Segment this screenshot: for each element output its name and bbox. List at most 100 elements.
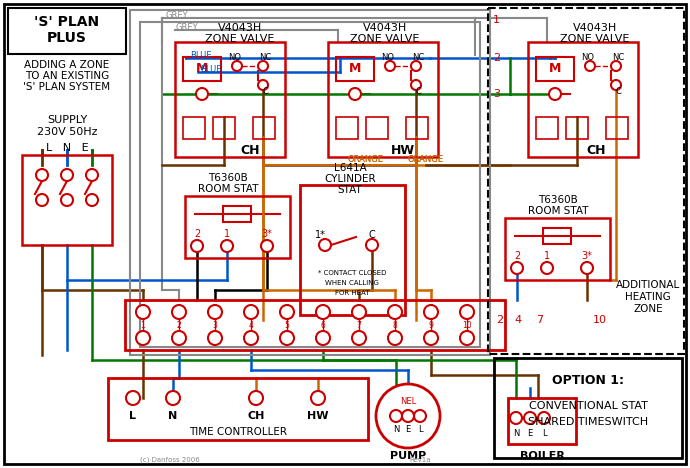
Bar <box>140 22 480 347</box>
Circle shape <box>352 331 366 345</box>
Text: 4: 4 <box>248 321 253 329</box>
Text: E: E <box>527 430 533 439</box>
Text: 1: 1 <box>141 321 146 329</box>
Text: ROOM STAT: ROOM STAT <box>528 206 589 216</box>
Text: ROOM STAT: ROOM STAT <box>198 184 258 194</box>
Text: 8: 8 <box>393 321 397 329</box>
Circle shape <box>524 412 536 424</box>
Text: (c) Danfoss 2006: (c) Danfoss 2006 <box>140 457 199 463</box>
Circle shape <box>460 305 474 319</box>
Text: BLUE: BLUE <box>190 51 212 60</box>
Text: NC: NC <box>259 52 271 61</box>
Circle shape <box>319 239 331 251</box>
Text: ZONE VALVE: ZONE VALVE <box>351 34 420 44</box>
Text: 3: 3 <box>213 321 217 329</box>
Text: C: C <box>615 88 621 96</box>
Text: V4043H: V4043H <box>363 23 407 33</box>
Text: 10: 10 <box>462 321 472 329</box>
Circle shape <box>549 88 561 100</box>
Text: L: L <box>542 430 546 439</box>
Text: CH: CH <box>586 144 606 156</box>
Bar <box>8 8 126 54</box>
Text: 230V 50Hz: 230V 50Hz <box>37 127 97 137</box>
Bar <box>336 57 374 81</box>
Circle shape <box>511 262 523 274</box>
Circle shape <box>349 88 361 100</box>
Circle shape <box>191 240 203 252</box>
Circle shape <box>61 169 73 181</box>
Circle shape <box>244 305 258 319</box>
Bar <box>175 42 285 157</box>
Text: 2: 2 <box>514 251 520 261</box>
Circle shape <box>385 61 395 71</box>
Text: M: M <box>196 63 208 75</box>
Bar <box>183 57 221 81</box>
Text: T6360B: T6360B <box>208 173 248 183</box>
Text: SUPPLY: SUPPLY <box>47 115 87 125</box>
Bar <box>606 117 628 139</box>
Bar <box>22 155 112 245</box>
Text: L641A: L641A <box>334 163 366 173</box>
Bar <box>536 117 558 139</box>
Bar <box>494 358 682 458</box>
Circle shape <box>538 412 550 424</box>
Text: M: M <box>549 63 561 75</box>
Text: ZONE: ZONE <box>633 304 663 314</box>
Circle shape <box>221 240 233 252</box>
Text: N: N <box>513 430 519 439</box>
Bar <box>366 117 388 139</box>
Circle shape <box>352 305 366 319</box>
Text: OPTION 1:: OPTION 1: <box>552 373 624 387</box>
Circle shape <box>411 80 421 90</box>
Bar <box>336 117 358 139</box>
Circle shape <box>611 61 621 71</box>
Text: ZONE VALVE: ZONE VALVE <box>206 34 275 44</box>
Bar <box>185 196 290 258</box>
Bar <box>566 117 588 139</box>
Text: TO AN EXISTING: TO AN EXISTING <box>25 71 109 81</box>
Text: 3*: 3* <box>582 251 593 261</box>
Text: WHEN CALLING: WHEN CALLING <box>325 280 379 286</box>
Circle shape <box>126 391 140 405</box>
Text: M: M <box>349 63 361 75</box>
Circle shape <box>402 410 414 422</box>
Bar <box>528 42 638 157</box>
Circle shape <box>390 410 402 422</box>
Circle shape <box>388 331 402 345</box>
Text: CYLINDER: CYLINDER <box>324 174 376 184</box>
Circle shape <box>61 194 73 206</box>
Text: 2: 2 <box>496 315 504 325</box>
Bar <box>125 300 505 350</box>
Text: 6: 6 <box>321 321 326 329</box>
Text: 1: 1 <box>544 251 550 261</box>
Text: E: E <box>406 425 411 434</box>
Text: Rev1a: Rev1a <box>409 457 431 463</box>
Text: GREY: GREY <box>175 23 197 32</box>
Circle shape <box>424 305 438 319</box>
Text: 1*: 1* <box>315 230 326 240</box>
Circle shape <box>208 331 222 345</box>
Text: 7: 7 <box>357 321 362 329</box>
Text: SHARED TIMESWITCH: SHARED TIMESWITCH <box>528 417 648 427</box>
Text: 3: 3 <box>493 89 500 99</box>
Circle shape <box>244 331 258 345</box>
Text: 'S' PLAN: 'S' PLAN <box>34 15 99 29</box>
Circle shape <box>414 410 426 422</box>
Circle shape <box>388 305 402 319</box>
Text: ZONE VALVE: ZONE VALVE <box>560 34 630 44</box>
Bar <box>505 218 610 280</box>
Circle shape <box>36 169 48 181</box>
Text: 5: 5 <box>284 321 289 329</box>
Text: * CONTACT CLOSED: * CONTACT CLOSED <box>318 270 386 276</box>
Text: STAT: STAT <box>337 185 362 195</box>
Circle shape <box>311 391 325 405</box>
Text: ADDING A ZONE: ADDING A ZONE <box>24 60 110 70</box>
Bar <box>253 117 275 139</box>
Bar <box>183 117 205 139</box>
Circle shape <box>232 61 242 71</box>
Circle shape <box>36 194 48 206</box>
Bar <box>108 378 368 440</box>
Circle shape <box>172 331 186 345</box>
Text: N: N <box>393 425 400 434</box>
Text: L: L <box>130 411 137 421</box>
